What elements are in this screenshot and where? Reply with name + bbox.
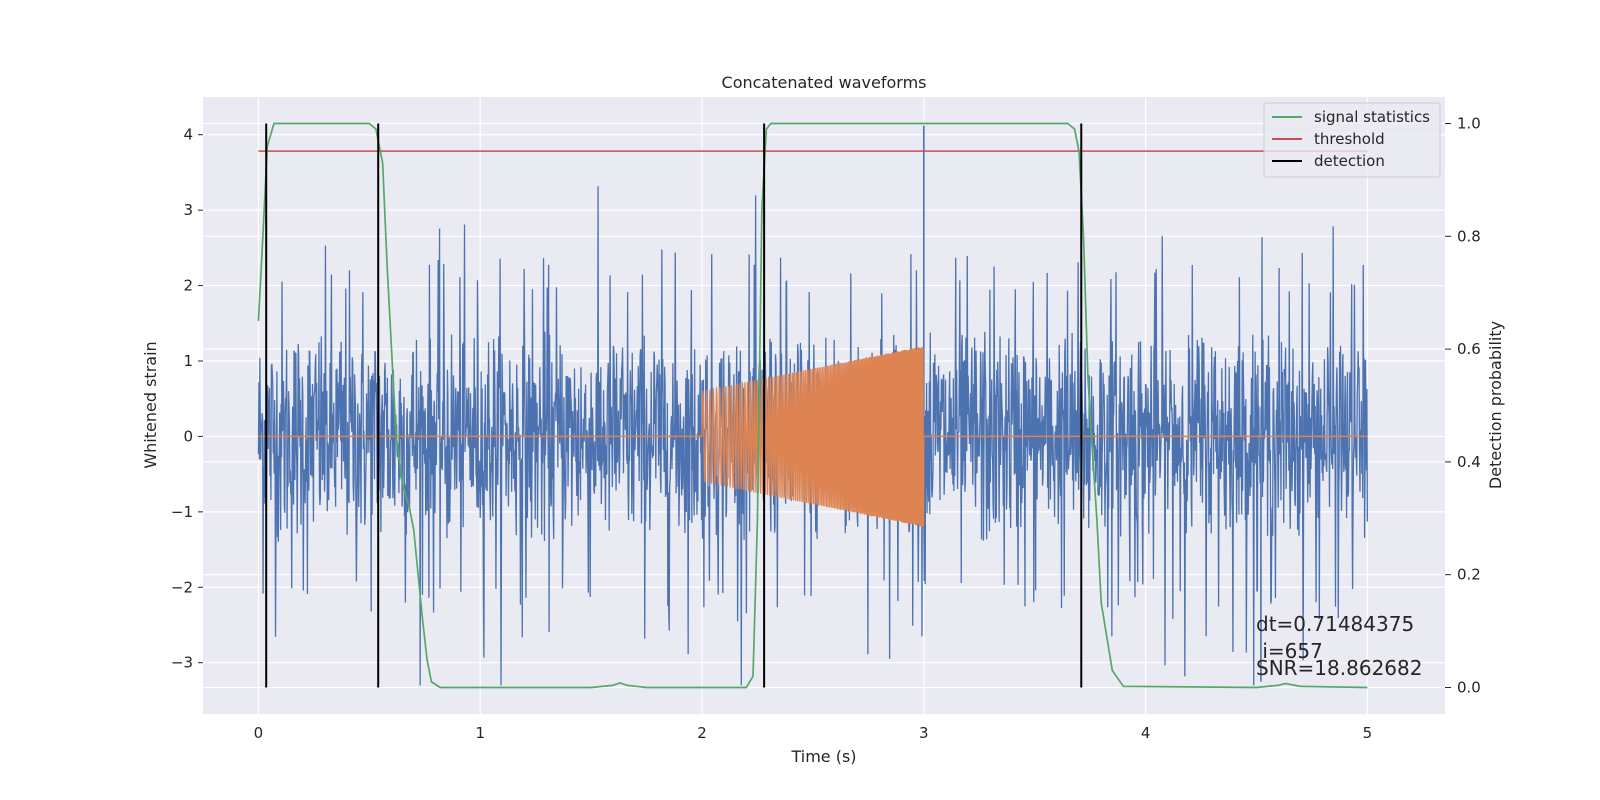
y-tick-label-3: 0 [183,427,193,445]
y2-tick-label-5: 1.0 [1457,115,1481,133]
x-tick-label-2: 2 [697,724,707,742]
series-signal-statistics-line [257,122,1368,689]
y2-axis-label: Detection probability [1486,321,1505,489]
x-ticks: 0 1 2 3 4 5 [254,724,1372,742]
y-tick-label-1: −2 [171,578,193,596]
x-tick-label-3: 3 [919,724,929,742]
y-tick-label-0: −3 [171,654,193,672]
y-tick-label-2: −1 [171,503,193,521]
y2-ticks: 0.0 0.2 0.4 0.6 0.8 1.0 [1445,115,1481,696]
x-tick-label-5: 5 [1363,724,1373,742]
annotation-index: i=657 [1256,639,1323,663]
y-tick-label-4: 1 [183,352,193,370]
chart-title: Concatenated waveforms [722,73,927,92]
legend-box [1263,102,1441,178]
y2-tick-label-2: 0.4 [1457,453,1481,471]
x-tick-label-4: 4 [1141,724,1151,742]
x-axis-label: Time (s) [790,747,856,766]
y2-tick-label-1: 0.2 [1457,566,1481,584]
legend-label-detection: detection [1314,152,1385,170]
y2-tick-label-0: 0.0 [1457,678,1481,696]
y-tick-label-7: 4 [183,126,193,144]
y-tick-label-6: 3 [183,201,193,219]
y-axis-label: Whitened strain [141,341,160,468]
legend-label-threshold: threshold [1314,130,1385,148]
x-tick-label-0: 0 [254,724,264,742]
y2-grid [203,122,1445,689]
y2-tick-label-4: 0.8 [1457,227,1481,245]
x-tick-label-1: 1 [475,724,485,742]
legend: signal statistics threshold detection [1263,102,1441,178]
y-tick-label-5: 2 [183,277,193,295]
y2-tick-label-3: 0.6 [1457,340,1481,358]
series-layer [257,122,1369,689]
annotation-dt: dt=0.71484375 [1256,612,1414,636]
annotation-snr: SNR=18.862682 [1256,656,1422,680]
legend-label-signal-statistics: signal statistics [1314,108,1430,126]
series-chirp-line [701,346,925,527]
y-ticks: −3 −2 −1 0 1 2 3 4 [171,126,203,672]
